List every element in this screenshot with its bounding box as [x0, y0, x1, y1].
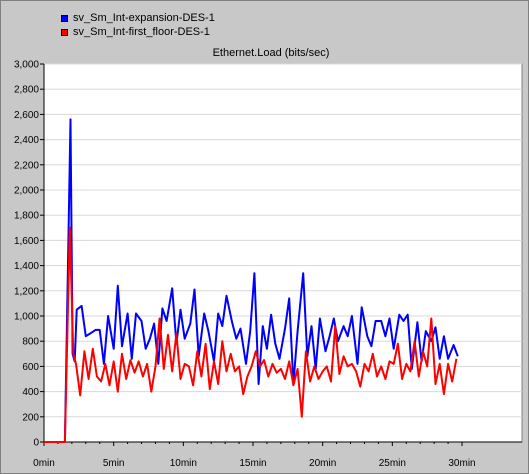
- legend-label-first-floor: sv_Sm_Int-first_floor-DES-1: [73, 26, 210, 38]
- x-tick-label: 0min: [33, 458, 55, 469]
- series-line-expansion: [44, 118, 459, 443]
- y-tick-label: 1,000: [14, 312, 39, 323]
- x-tick-label: 10min: [170, 458, 197, 469]
- legend-swatch-red: [61, 28, 68, 36]
- y-tick-label: 1,400: [14, 261, 39, 272]
- legend-swatch-blue: [61, 14, 68, 22]
- y-tick-label: 2,800: [14, 85, 39, 96]
- y-tick-label: 2,400: [14, 135, 39, 146]
- y-tick-label: 1,200: [14, 286, 39, 297]
- y-tick-label: 1,800: [14, 211, 39, 222]
- legend-label-expansion: sv_Sm_Int-expansion-DES-1: [73, 12, 215, 24]
- plot-area: [43, 63, 523, 443]
- series-line-first-floor: [44, 226, 458, 443]
- x-tick-label: 15min: [239, 458, 266, 469]
- x-tick-label: 25min: [379, 458, 406, 469]
- y-tick-label: 2,200: [14, 160, 39, 171]
- y-tick-label: 0: [33, 438, 39, 449]
- x-tick-label: 5min: [103, 458, 125, 469]
- x-tick-label: 20min: [309, 458, 336, 469]
- chart-title: Ethernet.Load (bits/sec): [212, 47, 330, 59]
- legend-item-expansion[interactable]: sv_Sm_Int-expansion-DES-1: [61, 11, 215, 25]
- y-tick-label: 200: [22, 412, 39, 423]
- legend-item-first-floor[interactable]: sv_Sm_Int-first_floor-DES-1: [61, 25, 215, 39]
- y-tick-label: 800: [22, 337, 39, 348]
- x-tick-label: 30min: [448, 458, 475, 469]
- y-tick-label: 2,000: [14, 186, 39, 197]
- y-tick-label: 2,600: [14, 110, 39, 121]
- y-tick-label: 1,600: [14, 236, 39, 247]
- y-tick-label: 3,000: [14, 60, 39, 71]
- y-tick-label: 400: [22, 387, 39, 398]
- legend: sv_Sm_Int-expansion-DES-1 sv_Sm_Int-firs…: [61, 11, 215, 39]
- y-tick-label: 600: [22, 362, 39, 373]
